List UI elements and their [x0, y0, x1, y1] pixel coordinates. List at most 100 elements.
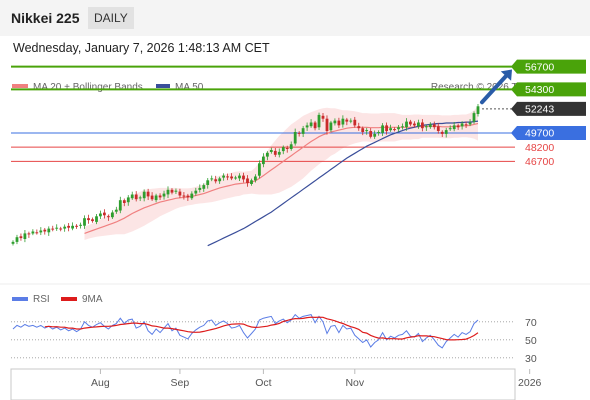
candle-body — [107, 216, 110, 218]
candle-body — [182, 195, 186, 197]
candle-body — [55, 227, 59, 229]
legend-swatch-rsi — [12, 297, 28, 301]
candle-body — [242, 175, 245, 180]
candle-body — [269, 150, 273, 152]
candle-body — [428, 124, 432, 128]
candle-body — [460, 123, 464, 127]
rsi-tick-label: 30 — [525, 353, 537, 365]
target-arrow — [480, 69, 512, 105]
level-tag-48200: 48200 — [525, 142, 554, 154]
candle-body — [444, 130, 448, 134]
candle-body — [118, 200, 122, 211]
candle-body — [15, 237, 19, 242]
candle-body — [266, 152, 269, 157]
level-tag-text: 49700 — [525, 128, 554, 140]
candle-body — [158, 195, 162, 198]
candle-body — [421, 122, 424, 129]
candle-body — [393, 129, 396, 131]
arrow-shaft — [480, 74, 508, 105]
candle-body — [79, 224, 82, 226]
candle-body — [130, 194, 134, 199]
candle-body — [166, 189, 170, 195]
legend-swatch-9ma — [61, 297, 77, 301]
candle-body — [99, 213, 102, 217]
legend-swatch-ma20 — [12, 84, 28, 88]
candle-body — [234, 177, 237, 179]
candle-body — [59, 228, 63, 230]
candle-body — [365, 130, 369, 132]
ma20-line — [84, 122, 479, 234]
level-tag-54300: 54300 — [511, 82, 586, 97]
candle-body — [432, 124, 436, 128]
candle-body — [281, 147, 285, 152]
level-tag-text: 56700 — [525, 61, 554, 73]
candle-body — [35, 232, 39, 234]
candle-body — [39, 230, 43, 233]
candle-body — [95, 216, 98, 222]
candle-body — [146, 191, 150, 197]
candle-body — [262, 156, 265, 165]
candle-body — [178, 191, 182, 196]
rsi-line — [12, 313, 479, 349]
candle-body — [134, 194, 138, 200]
candle-body — [258, 163, 261, 176]
candle-body — [373, 133, 377, 137]
candle-body — [91, 219, 94, 222]
candle-body — [246, 178, 249, 184]
candle-body — [103, 212, 106, 216]
candle-body — [218, 178, 222, 182]
candle-body — [190, 193, 194, 199]
level-tag-bg — [511, 125, 586, 140]
instrument-title: Nikkei 225 — [11, 10, 80, 26]
candle-body — [456, 125, 460, 128]
candle-body — [277, 151, 281, 155]
header-bar: Nikkei 225 DAILY — [0, 0, 590, 36]
candlesticks — [11, 103, 480, 246]
candle-body — [250, 180, 253, 184]
candle-body — [413, 123, 416, 126]
candle-body — [206, 180, 210, 185]
candle-body — [333, 120, 337, 124]
moving-averages — [84, 120, 479, 247]
time-tick-label-Aug: Aug — [91, 377, 110, 389]
candle-body — [43, 229, 47, 232]
candle-body — [198, 187, 202, 190]
candle-body — [202, 185, 206, 189]
level-tag-text: 46700 — [525, 156, 554, 168]
candle-body — [170, 189, 174, 193]
candle-body — [142, 191, 146, 199]
candle-body — [317, 114, 321, 128]
candle-body — [305, 125, 309, 128]
candle-body — [409, 121, 412, 125]
timestamp: Wednesday, January 7, 2026 1:48:13 AM CE… — [13, 41, 270, 55]
candle-body — [297, 132, 301, 134]
candle-body — [341, 118, 345, 125]
candle-body — [238, 175, 241, 179]
candle-body — [71, 225, 74, 229]
candle-body — [150, 195, 154, 200]
period-button[interactable]: DAILY — [88, 7, 134, 29]
arrow-head — [500, 69, 512, 81]
level-tag-text: 54300 — [525, 84, 554, 96]
candle-body — [222, 175, 225, 178]
level-tag-text: 52243 — [525, 104, 554, 116]
candle-body — [357, 126, 361, 129]
chart-credit: Research © 2026 Trading Central — [431, 82, 580, 93]
candle-body — [301, 128, 305, 134]
candle-body — [174, 190, 178, 192]
candle-body — [389, 128, 392, 131]
candle-body — [476, 106, 480, 114]
candle-body — [214, 179, 218, 182]
legend-ma50: MA 50 — [175, 82, 204, 93]
candle-body — [285, 148, 289, 149]
candle-body — [313, 122, 317, 129]
time-tick-label-Sep: Sep — [171, 377, 190, 389]
candle-body — [377, 132, 380, 133]
level-tags: 56700 54300 52243 49700 48200 46700 — [511, 59, 586, 168]
level-tag-bg — [511, 59, 586, 74]
candle-body — [329, 122, 333, 131]
level-lines — [11, 65, 515, 162]
candle-body — [381, 125, 384, 133]
candle-body — [321, 115, 325, 119]
candle-body — [254, 176, 257, 181]
